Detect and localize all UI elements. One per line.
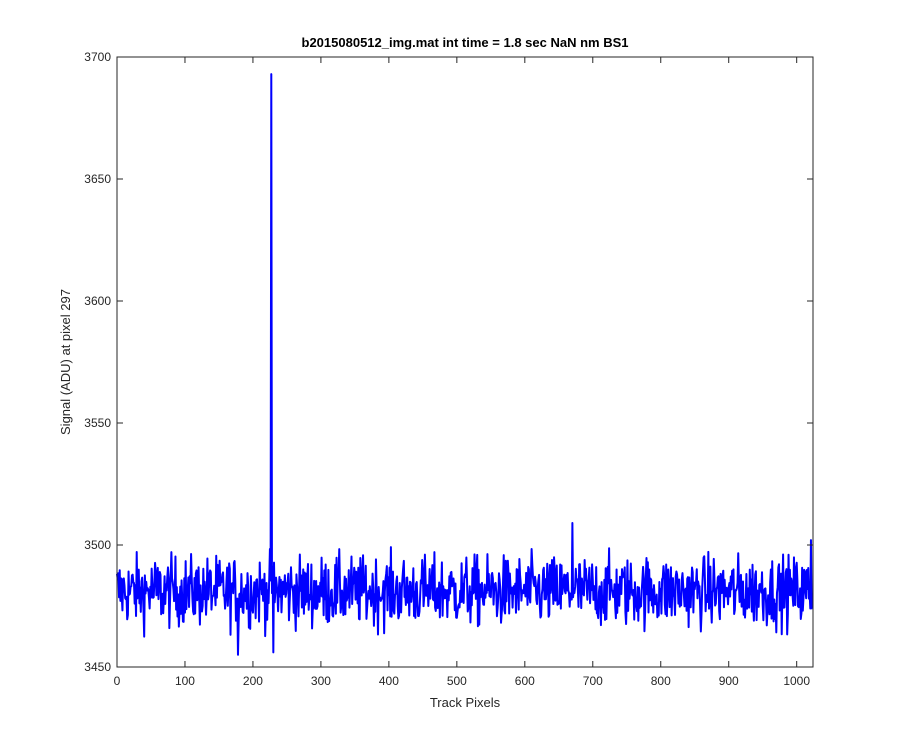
- x-tick-label: 100: [175, 674, 195, 688]
- y-tick-label: 3700: [84, 50, 111, 64]
- x-tick-label: 300: [311, 674, 331, 688]
- x-axis-label: Track Pixels: [430, 695, 501, 710]
- x-axis-ticks: 0 100 200 300 400 500 600 700 800 900 1000: [114, 57, 810, 688]
- x-tick-label: 700: [583, 674, 603, 688]
- y-tick-label: 3550: [84, 416, 111, 430]
- axes-box: [116, 56, 814, 668]
- y-axis-label: Signal (ADU) at pixel 297: [58, 289, 73, 435]
- x-tick-label: 500: [447, 674, 467, 688]
- x-tick-label: 200: [243, 674, 263, 688]
- x-tick-label: 600: [515, 674, 535, 688]
- y-axis-ticks: 3450 3500 3550 3600 3650 3700: [84, 50, 813, 674]
- x-tick-label: 0: [114, 674, 121, 688]
- y-tick-label: 3650: [84, 172, 111, 186]
- x-tick-label: 900: [719, 674, 739, 688]
- y-tick-label: 3450: [84, 660, 111, 674]
- x-tick-label: 1000: [783, 674, 810, 688]
- signal-series-line: [116, 73, 813, 656]
- y-tick-label: 3500: [84, 538, 111, 552]
- data-series-lines: [116, 73, 813, 656]
- x-tick-label: 800: [651, 674, 671, 688]
- y-tick-label: 3600: [84, 294, 111, 308]
- x-tick-label: 400: [379, 674, 399, 688]
- chart-title: b2015080512_img.mat int time = 1.8 sec N…: [302, 35, 629, 50]
